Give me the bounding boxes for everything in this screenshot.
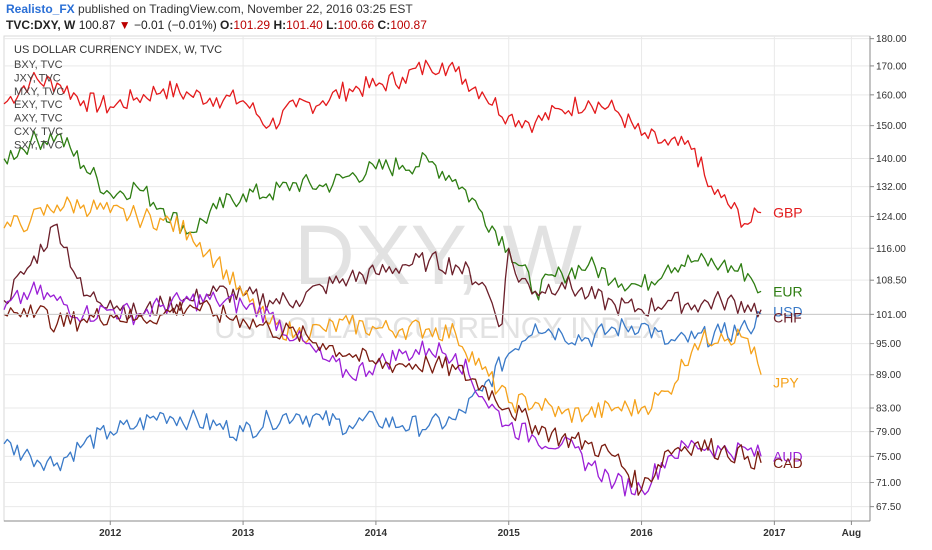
legend-item[interactable]: EXY, TVC xyxy=(14,99,63,111)
series-label-cad: CAD xyxy=(773,455,803,471)
series-label-aud: AUD xyxy=(773,448,803,464)
close-label: C: xyxy=(377,18,391,32)
legend-item[interactable]: AXY, TVC xyxy=(14,113,63,125)
series-line-gbp xyxy=(3,59,762,228)
series-label-gbp: GBP xyxy=(773,205,803,221)
last-price: 100.87 xyxy=(78,18,116,32)
x-tick-label: 2016 xyxy=(630,528,653,539)
legend-item[interactable]: BXY, TVC xyxy=(14,59,63,71)
chart-header: Realisto_FX published on TradingView.com… xyxy=(6,2,427,32)
series-line-usd xyxy=(3,310,762,472)
series-line-chf xyxy=(3,223,762,328)
y-tick-label: 124.00 xyxy=(876,212,907,223)
watermark-symbol: DXY, W xyxy=(294,208,582,302)
y-tick-label: 170.00 xyxy=(876,61,907,72)
y-tick-label: 150.00 xyxy=(876,121,907,132)
y-tick-label: 83.00 xyxy=(876,404,901,415)
high-label: H: xyxy=(273,18,287,32)
x-tick-label: 2017 xyxy=(763,528,786,539)
close-value: 100.87 xyxy=(390,18,427,32)
author-link[interactable]: Realisto_FX xyxy=(6,2,75,16)
chart-background xyxy=(0,34,932,550)
legend-item[interactable]: JXY, TVC xyxy=(14,72,61,84)
y-tick-label: 95.00 xyxy=(876,339,901,350)
x-tick-label: 2015 xyxy=(498,528,521,539)
y-tick-label: 67.50 xyxy=(876,502,901,513)
low-value: 100.66 xyxy=(337,18,375,32)
y-tick-label: 180.00 xyxy=(876,34,907,45)
series-line-jpy xyxy=(3,196,762,423)
series-label-usd: USD xyxy=(773,303,803,319)
low-label: L: xyxy=(326,18,338,32)
series-lines xyxy=(3,59,762,497)
series-line-eur xyxy=(3,130,762,301)
high-value: 101.40 xyxy=(286,18,323,32)
legend-item[interactable]: MXY, TVC xyxy=(14,86,64,98)
y-tick-label: 140.00 xyxy=(876,154,907,165)
y-tick-label: 116.00 xyxy=(876,244,906,255)
x-tick-label: 2014 xyxy=(365,528,388,539)
y-tick-label: 132.00 xyxy=(876,182,907,193)
x-tick-label: 2012 xyxy=(99,528,122,539)
x-tick-label: Aug xyxy=(842,528,861,539)
publish-line: Realisto_FX published on TradingView.com… xyxy=(6,2,427,16)
chart-title: US DOLLAR CURRENCY INDEX, W, TVC xyxy=(14,44,222,56)
series-label-jpy: JPY xyxy=(773,375,799,391)
symbol-label[interactable]: TVC:DXY, W xyxy=(6,18,76,32)
x-tick-label: 2013 xyxy=(232,528,255,539)
price-change: −0.01 (−0.01%) xyxy=(133,18,217,32)
series-line-cad xyxy=(3,299,762,496)
y-tick-label: 79.00 xyxy=(876,427,901,438)
time-axis[interactable]: 2012 2013 2014 2015 2016 2017 Aug xyxy=(4,520,870,539)
legend-item[interactable]: CXY, TVC xyxy=(14,126,63,138)
legend-item[interactable]: SXY, TVC xyxy=(14,139,63,151)
currency-chart[interactable]: DXY, W US DOLLAR CURRENCY INDEX GBPEURUS… xyxy=(0,34,932,550)
y-tick-label: 160.00 xyxy=(876,90,907,101)
ohlc-line: TVC:DXY, W 100.87 ▼ −0.01 (−0.01%) O:101… xyxy=(6,18,427,32)
open-value: 101.29 xyxy=(233,18,271,32)
price-axis[interactable]: 180.00 170.00 160.00 150.00 140.00 132.00 124.… xyxy=(869,34,907,521)
y-tick-label: 101.00 xyxy=(876,310,907,321)
chart-legend: US DOLLAR CURRENCY INDEX, W, TVC BXY, TV… xyxy=(14,44,222,151)
down-triangle-icon: ▼ xyxy=(118,18,131,32)
y-tick-label: 71.00 xyxy=(876,478,901,489)
open-label: O: xyxy=(220,18,234,32)
y-tick-label: 108.50 xyxy=(876,276,907,287)
publish-info: published on TradingView.com, November 2… xyxy=(78,2,413,16)
y-tick-label: 75.00 xyxy=(876,452,901,463)
y-tick-label: 89.00 xyxy=(876,370,901,381)
series-label-chf: CHF xyxy=(773,310,802,326)
series-label-eur: EUR xyxy=(773,283,803,299)
